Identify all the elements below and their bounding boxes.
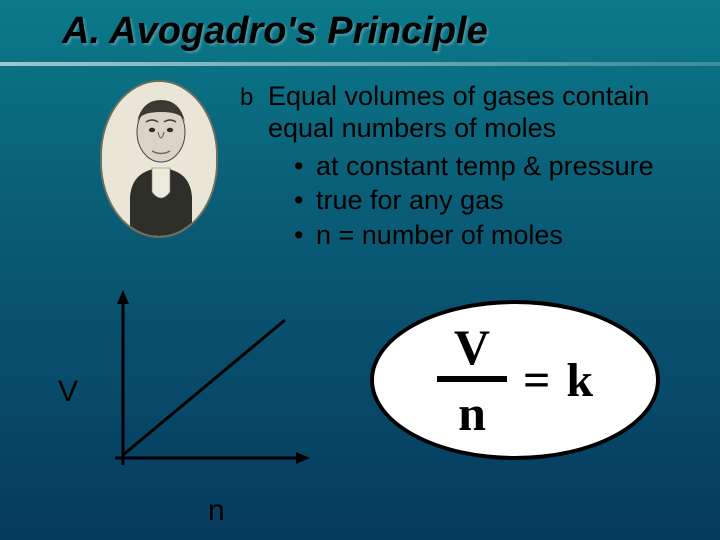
sub-bullet-text: n = number of moles: [316, 218, 563, 253]
sub-bullet-text: true for any gas: [316, 183, 504, 218]
sub-bullet-item: • n = number of moles: [294, 218, 690, 253]
v-vs-n-graph: [105, 290, 315, 490]
bullet-block: b Equal volumes of gases contain equal n…: [240, 80, 690, 252]
fraction-bar-icon: [437, 376, 507, 382]
formula-rhs: k: [566, 353, 593, 408]
bullet-text: Equal volumes of gases contain equal num…: [268, 80, 690, 252]
bullet-item: b Equal volumes of gases contain equal n…: [240, 80, 690, 252]
formula-equals: =: [523, 353, 550, 408]
sub-bullet-marker: •: [294, 183, 316, 218]
sub-bullet-list: • at constant temp & pressure • true for…: [294, 149, 690, 253]
slide-title: A. Avogadro's Principle: [62, 10, 488, 53]
sub-bullet-item: • at constant temp & pressure: [294, 149, 690, 184]
bullet-marker-icon: b: [240, 84, 268, 256]
sub-bullet-marker: •: [294, 149, 316, 184]
slide: A. Avogadro's Principle b Equal volumes …: [0, 0, 720, 540]
formula-fraction: V n: [437, 322, 507, 438]
formula-numerator: V: [454, 322, 490, 372]
formula-denominator: n: [458, 388, 486, 438]
title-underline: [0, 62, 720, 66]
avogadro-portrait: [100, 80, 218, 238]
formula-ellipse: V n = k: [370, 300, 660, 460]
graph-svg: [105, 290, 315, 490]
sub-bullet-text: at constant temp & pressure: [316, 149, 654, 184]
sub-bullet-item: • true for any gas: [294, 183, 690, 218]
bullet-main-text: Equal volumes of gases contain equal num…: [268, 81, 649, 143]
portrait-icon: [102, 82, 218, 238]
graph-y-axis-label: V: [58, 375, 78, 409]
graph-x-axis-label: n: [208, 494, 225, 528]
sub-bullet-marker: •: [294, 218, 316, 253]
formula-content: V n = k: [370, 300, 660, 460]
